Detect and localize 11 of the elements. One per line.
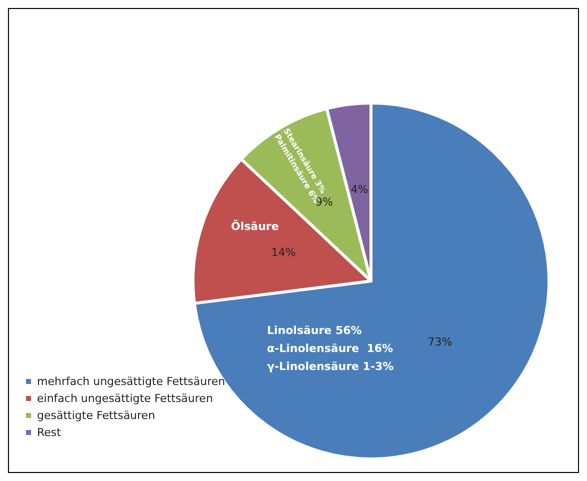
data-label: 4% (350, 183, 368, 196)
text: Linolsäure 56% (267, 324, 362, 337)
text: γ-Linolensäure 1-3% (267, 360, 394, 373)
text: Ölsäure (231, 219, 279, 233)
legend-label: Rest (37, 426, 62, 439)
legend-label: einfach ungesättigte Fettsäuren (37, 392, 213, 405)
legend-label: gesättigte Fettsäuren (37, 409, 156, 422)
text: α-Linolensäure 16% (267, 342, 394, 355)
legend-label: mehrfach ungesättigte Fettsäuren (37, 375, 226, 388)
data-label: 73% (428, 335, 452, 348)
data-label: 14% (271, 246, 296, 260)
